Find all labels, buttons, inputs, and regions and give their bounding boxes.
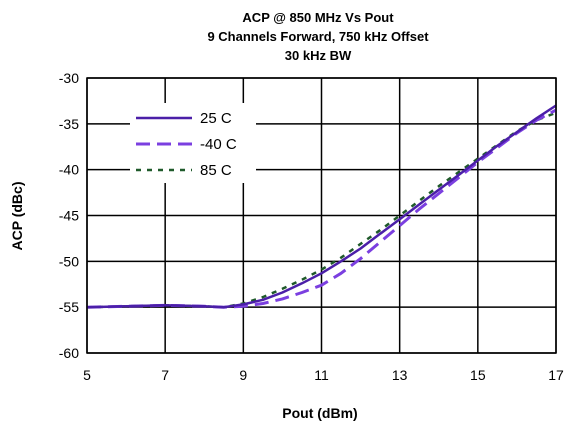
y-tick-label: -35 [59, 116, 79, 132]
y-tick-label: -45 [59, 208, 79, 224]
y-tick-label: -30 [59, 70, 79, 86]
chart-title-group: ACP @ 850 MHz Vs Pout 9 Channels Forward… [207, 10, 429, 63]
y-tick-label: -60 [59, 345, 79, 361]
legend-label: 25 C [200, 110, 232, 127]
legend-label: -40 C [200, 136, 237, 153]
x-tick-label: 17 [548, 367, 564, 383]
x-tick-label: 11 [314, 367, 329, 383]
y-tick-label: -40 [59, 162, 79, 178]
y-tick-label: -55 [59, 299, 79, 315]
x-tick-label: 5 [83, 367, 91, 383]
x-tick-label: 15 [470, 367, 486, 383]
series-lines [86, 104, 557, 309]
chart-title-line-2: 9 Channels Forward, 750 kHz Offset [207, 29, 429, 44]
x-axis-label: Pout (dBm) [282, 405, 357, 421]
chart-title-line-3: 30 kHz BW [285, 48, 352, 63]
x-tick-label: 7 [161, 367, 169, 383]
plot-frame [86, 77, 557, 354]
y-axis-label: ACP (dBc) [9, 182, 25, 251]
x-tick-label: 13 [392, 367, 408, 383]
chart-title-line-1: ACP @ 850 MHz Vs Pout [242, 10, 394, 25]
series-line-0 [86, 104, 557, 309]
series-line-2 [86, 111, 557, 309]
y-tick-label: -50 [59, 253, 79, 269]
legend-label: 85 C [200, 162, 232, 179]
x-tick-label: 9 [239, 367, 247, 383]
legend: 25 C -40 C 85 C [130, 103, 256, 183]
tick-labels: 5 7 9 11 13 15 17 -30 -35 -40 -45 -50 -55 -60 [59, 70, 564, 383]
